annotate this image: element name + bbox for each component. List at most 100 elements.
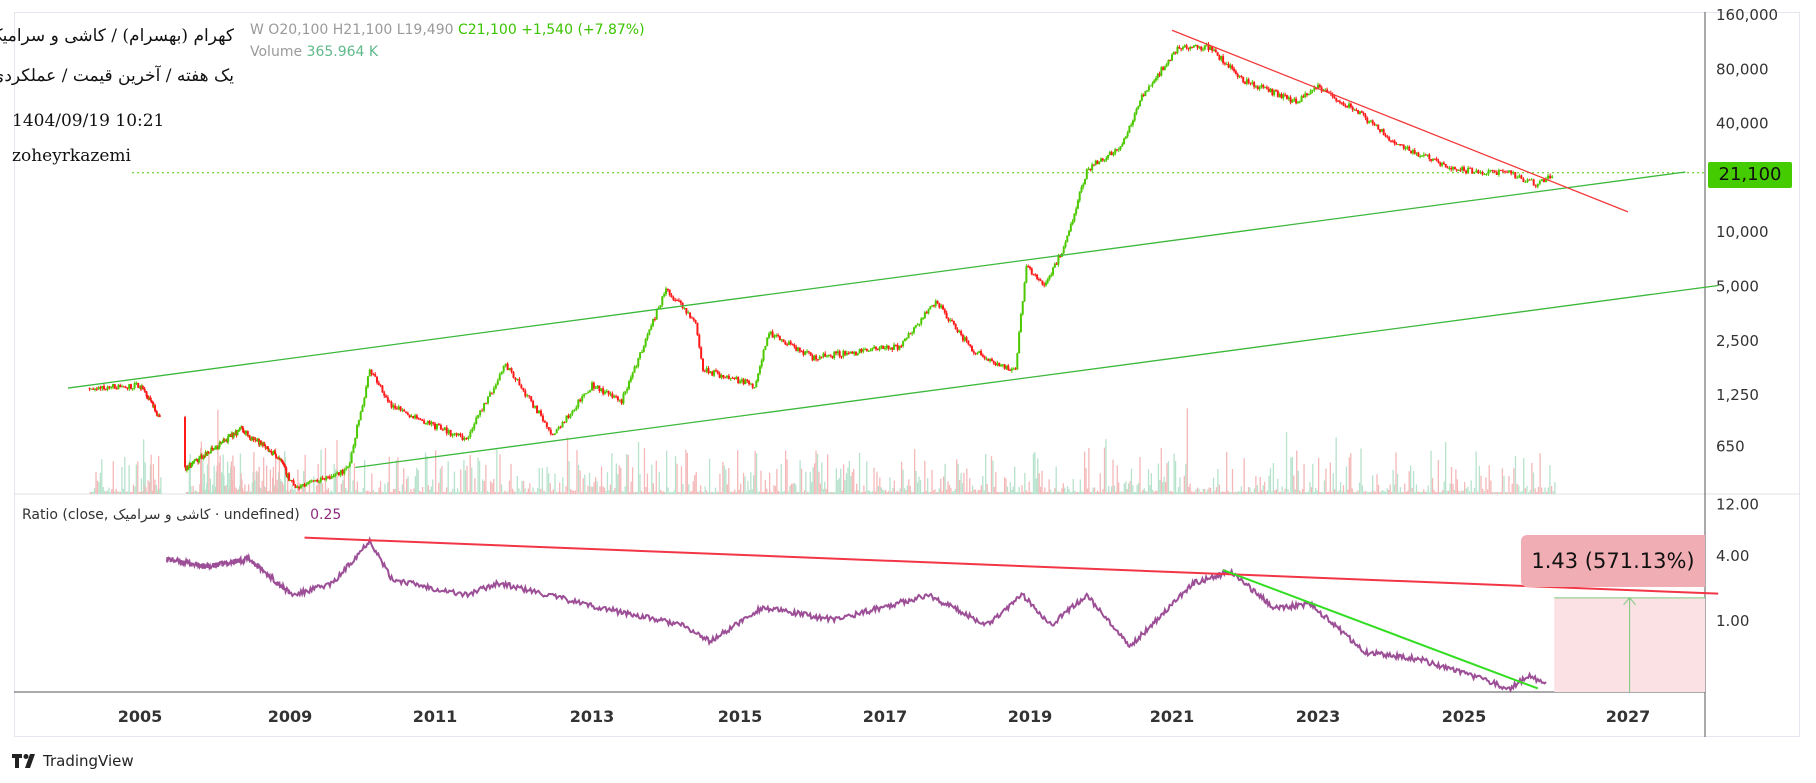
volume-bar <box>582 478 584 494</box>
volume-bar <box>1478 465 1481 494</box>
candle-body <box>1273 90 1276 96</box>
volume-bar <box>131 491 133 494</box>
volume-bar <box>535 491 537 494</box>
candle-body <box>202 455 205 459</box>
candle-body <box>1437 160 1440 163</box>
ratio-legend[interactable]: Ratio (close, کاشی و سرامیک · undefined)… <box>22 507 341 523</box>
candle-body <box>811 355 814 361</box>
candle-body <box>155 411 158 416</box>
volume-bar <box>1159 480 1161 494</box>
volume-bar <box>1361 485 1364 494</box>
volume-bar <box>876 471 878 494</box>
volume-bar <box>237 489 239 494</box>
volume-bar <box>1059 492 1062 494</box>
volume-bar <box>957 463 959 494</box>
volume-bar <box>1186 408 1188 494</box>
volume-bar <box>274 486 276 494</box>
candle-body <box>415 415 418 419</box>
candle-body <box>383 392 386 396</box>
candle-body <box>746 379 749 382</box>
volume-bar <box>735 491 737 494</box>
volume-bar <box>896 490 898 494</box>
volume-bar <box>1140 491 1143 494</box>
candle-body <box>492 388 495 394</box>
candle-body <box>1547 175 1550 179</box>
candle-body <box>1514 172 1517 179</box>
candle-body <box>1207 44 1210 51</box>
candle-body <box>735 377 738 379</box>
volume-bar <box>543 490 545 494</box>
volume-bar <box>1051 491 1053 494</box>
candle-body <box>670 295 673 298</box>
volume-bar <box>1173 453 1175 494</box>
volume-bar <box>691 490 693 494</box>
volume-bar <box>824 481 826 494</box>
candle-body <box>1475 170 1478 173</box>
volume-bar <box>358 491 360 494</box>
volume-bar <box>92 491 94 494</box>
volume-bar <box>456 488 459 494</box>
tradingview-logo[interactable]: TradingView <box>12 752 134 770</box>
candle-body <box>813 355 816 361</box>
volume-bar <box>618 465 620 494</box>
candle-body <box>1092 164 1095 166</box>
candle-body <box>692 318 695 321</box>
volume-bar <box>689 491 691 494</box>
volume-bar <box>458 491 460 494</box>
volume-bar <box>1323 480 1326 494</box>
volume-bar <box>1341 491 1343 494</box>
candle-body <box>992 361 995 364</box>
volume-bar <box>285 491 287 494</box>
volume-bar <box>1372 475 1374 494</box>
candle-body <box>455 433 458 436</box>
candle-body <box>1391 140 1394 142</box>
candle-body <box>994 363 997 366</box>
candle-body <box>1542 179 1545 183</box>
candle-body <box>1155 78 1158 81</box>
candle-body <box>1360 111 1363 113</box>
volume-bar <box>211 491 213 494</box>
candle-body <box>321 477 324 479</box>
candle-body <box>1139 100 1142 107</box>
volume-bar <box>272 466 275 494</box>
volume-bar <box>1514 456 1517 494</box>
volume-bar <box>96 480 99 494</box>
volume-bar <box>467 491 470 494</box>
candle-body <box>110 387 113 389</box>
candle-body <box>1384 134 1387 137</box>
volume-bar <box>411 491 414 494</box>
volume-bar <box>266 465 268 494</box>
volume-bar <box>300 491 302 494</box>
candle-body <box>1214 49 1217 53</box>
candle-body <box>365 386 368 398</box>
volume-bar <box>809 472 811 494</box>
volume-bar <box>732 491 734 494</box>
volume-bar <box>594 477 597 494</box>
volume-bar <box>620 467 622 494</box>
volume-bar <box>522 481 525 494</box>
volume-bar <box>819 483 822 494</box>
volume-bar <box>253 452 255 494</box>
candle-body <box>486 396 489 404</box>
candle-body <box>559 426 562 428</box>
volume-bar <box>286 490 288 494</box>
volume-bar <box>1336 491 1339 494</box>
volume-bar <box>1518 485 1520 494</box>
candle-body <box>884 348 886 350</box>
candle-body <box>855 352 857 355</box>
candle-body <box>534 405 537 408</box>
candle-body <box>1479 171 1482 173</box>
volume-bar <box>505 491 507 494</box>
candle-body <box>152 401 155 408</box>
volume-bar <box>450 491 452 494</box>
year-tick-label: 2015 <box>718 707 763 726</box>
volume-bar <box>141 491 143 494</box>
volume-bar <box>717 491 720 494</box>
volume-bar <box>444 491 446 494</box>
candle-body <box>869 350 872 352</box>
candle-body <box>784 341 787 345</box>
volume-bar <box>1465 488 1467 494</box>
candle-body <box>1108 151 1111 155</box>
candle-body <box>1225 63 1228 65</box>
